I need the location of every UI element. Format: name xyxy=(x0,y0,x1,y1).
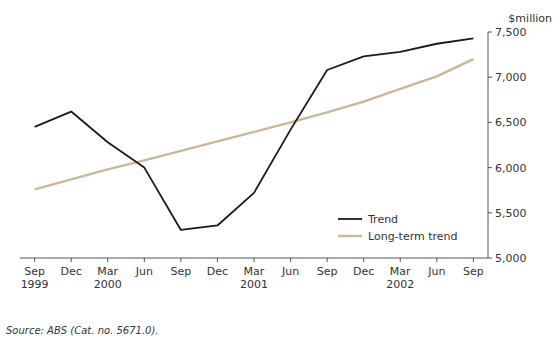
x-tick-label-part: Mar xyxy=(390,265,411,278)
legend-label: Long-term trend xyxy=(368,230,458,243)
x-tick-label-part: 2000 xyxy=(94,278,122,291)
x-tick-label: Sep xyxy=(463,265,484,278)
plot-area xyxy=(35,38,474,230)
x-tick xyxy=(71,258,72,262)
x-tick-label-part: Jun xyxy=(281,265,299,278)
y-tick-label: 6,000 xyxy=(495,162,527,175)
x-tick xyxy=(217,258,218,262)
legend: Trend Long-term trend xyxy=(338,213,458,243)
legend-label: Trend xyxy=(367,213,398,226)
legend-swatch xyxy=(338,218,362,220)
x-tick-label-part: Sep xyxy=(171,265,192,278)
x-tick-label: Dec xyxy=(61,265,82,278)
y-tick xyxy=(488,77,492,78)
chart-container: 5,0005,5006,0006,5007,0007,500Sep1999Dec… xyxy=(0,0,560,340)
x-tick-label-part: 2001 xyxy=(240,278,268,291)
x-tick-label: Jun xyxy=(281,265,299,278)
x-tick-label: Dec xyxy=(353,265,374,278)
y-tick-label: 5,500 xyxy=(495,207,527,220)
x-tick-label-part: Sep xyxy=(317,265,338,278)
x-tick-label-part: Jun xyxy=(135,265,153,278)
x-tick-label: Jun xyxy=(135,265,153,278)
x-tick-label: Mar2002 xyxy=(386,265,414,291)
x-tick-label-part: Jun xyxy=(427,265,445,278)
y-tick xyxy=(488,32,492,33)
x-tick-label: Sep xyxy=(171,265,192,278)
series-line xyxy=(35,38,474,230)
series-line xyxy=(35,59,474,189)
x-tick-label-part: Sep xyxy=(463,265,484,278)
x-tick xyxy=(254,258,255,262)
x-tick-label: Mar2001 xyxy=(240,265,268,291)
x-tick-label: Sep1999 xyxy=(21,265,49,291)
x-tick xyxy=(436,258,437,262)
x-tick-label-part: Dec xyxy=(61,265,82,278)
y-tick xyxy=(488,212,492,213)
x-tick xyxy=(107,258,108,262)
chart: 5,0005,5006,0006,5007,0007,500Sep1999Dec… xyxy=(0,0,560,340)
x-tick-label-part: Mar xyxy=(244,265,265,278)
x-tick-label-part: Sep xyxy=(24,265,45,278)
x-tick xyxy=(290,258,291,262)
x-tick xyxy=(400,258,401,262)
y-tick-label: 6,500 xyxy=(495,116,527,129)
x-tick xyxy=(180,258,181,262)
x-tick xyxy=(473,258,474,262)
x-tick xyxy=(34,258,35,262)
x-tick-label-part: 2002 xyxy=(386,278,414,291)
x-tick-label-part: Mar xyxy=(97,265,118,278)
x-tick-label-part: Dec xyxy=(207,265,228,278)
x-tick-label: Sep xyxy=(317,265,338,278)
y-axis-line xyxy=(488,32,489,258)
y-tick-label: 7,000 xyxy=(495,71,527,84)
x-tick xyxy=(144,258,145,262)
x-tick xyxy=(363,258,364,262)
y-tick xyxy=(488,122,492,123)
x-tick-label: Dec xyxy=(207,265,228,278)
x-tick-label: Mar2000 xyxy=(94,265,122,291)
x-tick-label: Jun xyxy=(427,265,445,278)
y-tick-label: 5,000 xyxy=(495,252,527,265)
y-tick xyxy=(488,258,492,259)
legend-swatch xyxy=(338,235,362,237)
y-axis-label: $million xyxy=(508,12,552,25)
x-tick-label-part: Dec xyxy=(353,265,374,278)
y-tick-label: 7,500 xyxy=(495,26,527,39)
source-note: Source: ABS (Cat. no. 5671.0). xyxy=(6,325,159,336)
x-tick-label-part: 1999 xyxy=(21,278,49,291)
x-tick xyxy=(327,258,328,262)
y-tick xyxy=(488,167,492,168)
